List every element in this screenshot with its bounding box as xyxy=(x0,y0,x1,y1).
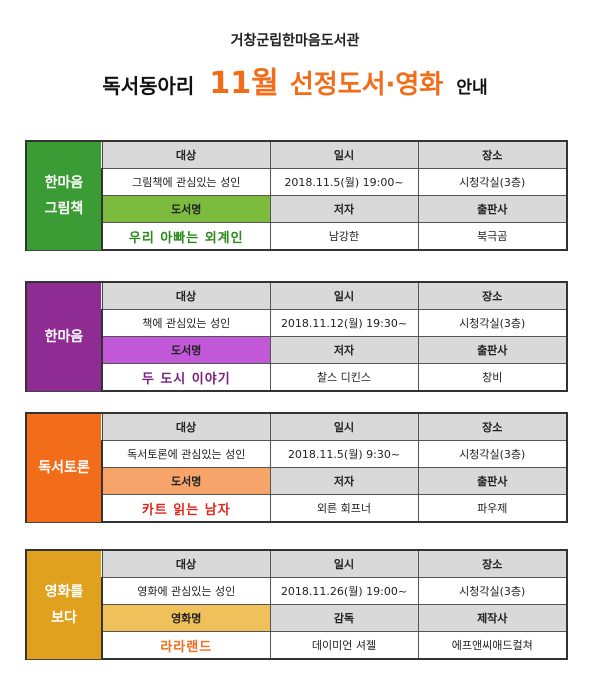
club-table-picturebook: 한마음 그림책 대상 일시 장소 그림책에 관심있는 성인 2018.11.5(월… xyxy=(25,140,568,251)
club-name: 한마음 그림책 xyxy=(25,140,103,251)
target-value: 영화에 관심있는 성인 xyxy=(101,577,271,605)
movie-title-value: 라라랜드 xyxy=(101,631,271,660)
datetime-value: 2018.11.5(월) 19:00~ xyxy=(269,168,419,196)
author-header: 저자 xyxy=(269,336,419,364)
place-header: 장소 xyxy=(417,549,568,578)
target-value: 그림책에 관심있는 성인 xyxy=(101,168,271,196)
place-header: 장소 xyxy=(417,412,568,441)
club-table-hanmaeum: 한마음 대상 일시 장소 책에 관심있는 성인 2018.11.12(월) 19… xyxy=(25,281,568,392)
datetime-header: 일시 xyxy=(269,549,419,578)
target-header: 대상 xyxy=(101,281,271,310)
club-name: 독서토론 xyxy=(25,412,103,523)
author-value: 찰스 디킨스 xyxy=(269,363,419,392)
book-title-header: 도서명 xyxy=(101,195,271,223)
book-title-value: 우리 아빠는 외계인 xyxy=(101,222,271,251)
title-club: 독서동아리 xyxy=(102,74,195,98)
datetime-header: 일시 xyxy=(269,281,419,310)
author-value: 외른 회프너 xyxy=(269,494,419,523)
publisher-header: 출판사 xyxy=(417,195,568,223)
movie-title-header: 영화명 xyxy=(101,604,271,632)
place-value: 시청각실(3층) xyxy=(417,168,568,196)
producer-header: 제작사 xyxy=(417,604,568,632)
club-table-discussion: 독서토론 대상 일시 장소 독서토론에 관심있는 성인 2018.11.5(월)… xyxy=(25,412,568,523)
place-value: 시청각실(3층) xyxy=(417,440,568,468)
place-value: 시청각실(3층) xyxy=(417,577,568,605)
director-header: 감독 xyxy=(269,604,419,632)
publisher-header: 출판사 xyxy=(417,467,568,495)
title-end: 안내 xyxy=(456,78,488,98)
datetime-value: 2018.11.12(월) 19:30~ xyxy=(269,309,419,337)
place-header: 장소 xyxy=(417,281,568,310)
place-header: 장소 xyxy=(417,140,568,169)
datetime-value: 2018.11.5(월) 9:30~ xyxy=(269,440,419,468)
datetime-header: 일시 xyxy=(269,140,419,169)
club-name: 영화를 보다 xyxy=(25,549,103,660)
datetime-value: 2018.11.26(월) 19:00~ xyxy=(269,577,419,605)
target-value: 책에 관심있는 성인 xyxy=(101,309,271,337)
target-value: 독서토론에 관심있는 성인 xyxy=(101,440,271,468)
target-header: 대상 xyxy=(101,140,271,169)
director-value: 데이미언 셔젤 xyxy=(269,631,419,660)
book-title-header: 도서명 xyxy=(101,336,271,364)
publisher-value: 파우제 xyxy=(417,494,568,523)
datetime-header: 일시 xyxy=(269,412,419,441)
author-header: 저자 xyxy=(269,195,419,223)
place-value: 시청각실(3층) xyxy=(417,309,568,337)
page-title: 독서동아리 11월 선정도서·영화 안내 xyxy=(0,58,590,102)
title-main: 선정도서·영화 xyxy=(289,70,444,100)
target-header: 대상 xyxy=(101,412,271,441)
library-name: 거창군립한마음도서관 xyxy=(230,33,360,49)
publisher-value: 창비 xyxy=(417,363,568,392)
publisher-value: 북극곰 xyxy=(417,222,568,251)
book-title-value: 카트 읽는 남자 xyxy=(101,494,271,523)
club-table-movie: 영화를 보다 대상 일시 장소 영화에 관심있는 성인 2018.11.26(월)… xyxy=(25,549,568,660)
target-header: 대상 xyxy=(101,549,271,578)
publisher-header: 출판사 xyxy=(417,336,568,364)
book-title-header: 도서명 xyxy=(101,467,271,495)
producer-value: 에프앤씨애드컬쳐 xyxy=(417,631,568,660)
author-header: 저자 xyxy=(269,467,419,495)
author-value: 남강한 xyxy=(269,222,419,251)
title-month: 11월 xyxy=(209,66,279,101)
club-name: 한마음 xyxy=(25,281,103,392)
book-title-value: 두 도시 이야기 xyxy=(101,363,271,392)
